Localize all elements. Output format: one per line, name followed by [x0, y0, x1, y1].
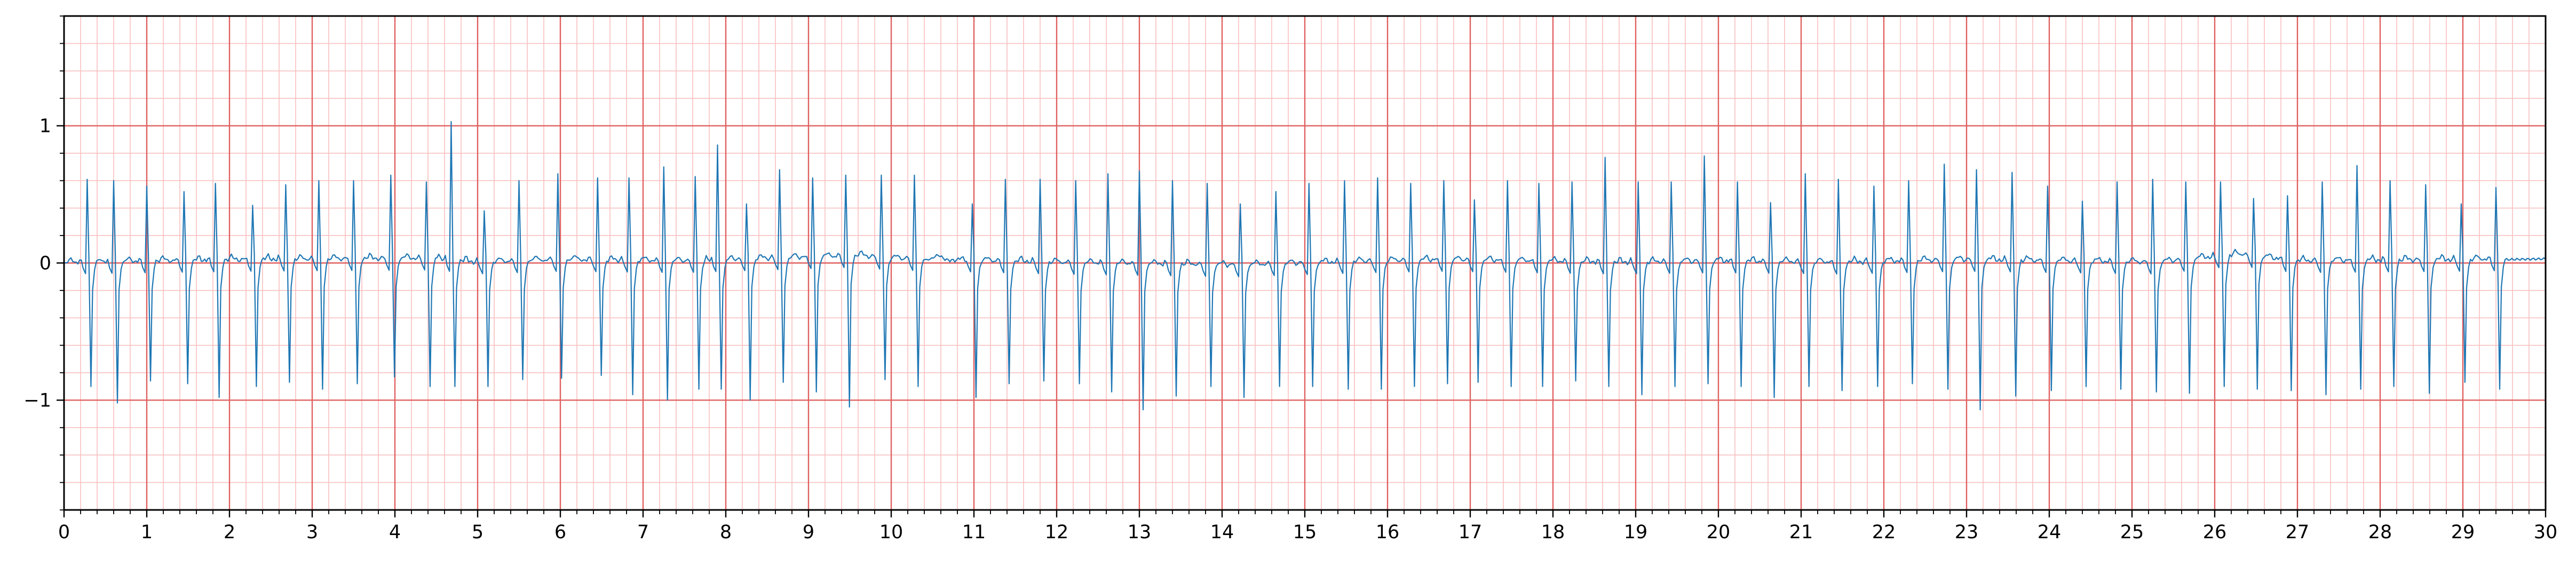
- x-tick-label: 24: [2038, 522, 2062, 543]
- x-tick-label: 3: [306, 522, 318, 543]
- x-tick-label: 8: [720, 522, 732, 543]
- x-tick-label: 7: [637, 522, 649, 543]
- x-tick-label: 16: [1376, 522, 1400, 543]
- x-tick-label: 6: [554, 522, 566, 543]
- x-tick-label: 18: [1541, 522, 1565, 543]
- x-tick-label: 26: [2203, 522, 2227, 543]
- x-tick-label: 17: [1459, 522, 1483, 543]
- x-tick-label: 23: [1955, 522, 1979, 543]
- y-tick-label: 1: [39, 116, 51, 137]
- x-tick-label: 14: [1210, 522, 1234, 543]
- series-layer: [64, 121, 2546, 411]
- grid-major-layer: [64, 16, 2546, 510]
- x-tick-label: 10: [879, 522, 903, 543]
- x-tick-label: 15: [1293, 522, 1317, 543]
- x-tick-label: 4: [389, 522, 401, 543]
- y-tick-label: −1: [23, 390, 51, 411]
- x-tick-label: 27: [2286, 522, 2310, 543]
- x-tick-label: 22: [1872, 522, 1896, 543]
- x-tick-label: 28: [2368, 522, 2392, 543]
- y-axis: 1 0 −1: [23, 15, 64, 510]
- ecg-trace-line: [64, 121, 2546, 411]
- y-tick-label: 0: [39, 253, 51, 274]
- x-tick-label: 12: [1045, 522, 1069, 543]
- x-tick-label: 0: [58, 522, 70, 543]
- x-tick-label: 11: [962, 522, 986, 543]
- x-axis: 0 1 2 3 4 5 6 7 8 9 10 11 12 13 14 15 16 17 18 19 20 21 22 23 24…: [58, 510, 2557, 543]
- x-tick-label: 1: [141, 522, 153, 543]
- x-tick-label: 2: [224, 522, 235, 543]
- x-tick-label: 13: [1128, 522, 1152, 543]
- x-tick-label: 25: [2120, 522, 2144, 543]
- x-tick-label: 19: [1624, 522, 1648, 543]
- x-tick-label: 5: [472, 522, 484, 543]
- x-tick-label: 20: [1707, 522, 1731, 543]
- x-tick-label: 9: [803, 522, 814, 543]
- x-tick-label: 29: [2451, 522, 2475, 543]
- x-tick-label: 21: [1789, 522, 1813, 543]
- x-tick-label: 30: [2534, 522, 2558, 543]
